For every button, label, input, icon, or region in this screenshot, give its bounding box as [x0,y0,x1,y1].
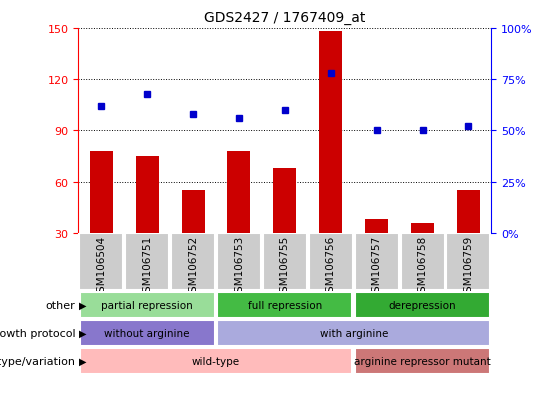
Bar [309,234,353,291]
Text: without arginine: without arginine [104,328,190,338]
Text: ▶: ▶ [79,328,87,338]
Text: genotype/variation: genotype/variation [0,356,76,366]
Bar [273,169,296,233]
Text: partial repression: partial repression [102,300,193,310]
Bar [401,234,444,291]
Bar [218,292,352,318]
Text: GSM106757: GSM106757 [372,235,382,298]
Bar [79,234,123,291]
Bar [171,234,215,291]
Text: with arginine: with arginine [320,328,388,338]
Text: derepression: derepression [389,300,456,310]
Text: GSM106752: GSM106752 [188,235,198,298]
Text: GSM106756: GSM106756 [326,235,336,298]
Text: GSM106759: GSM106759 [463,235,474,298]
Bar [80,292,214,318]
Text: GSM106758: GSM106758 [417,235,428,298]
Text: GSM106753: GSM106753 [234,235,244,298]
Bar [80,320,214,346]
Text: growth protocol: growth protocol [0,328,76,338]
Bar [355,234,399,291]
Bar [227,152,251,233]
Bar [263,234,307,291]
Bar [80,349,352,374]
Text: wild-type: wild-type [192,356,240,366]
Bar [90,152,113,233]
Text: ▶: ▶ [79,356,87,366]
Title: GDS2427 / 1767409_at: GDS2427 / 1767409_at [204,11,366,25]
Bar [136,157,159,233]
Bar [355,349,490,374]
Text: ▶: ▶ [79,300,87,310]
Bar [355,292,490,318]
Text: arginine repressor mutant: arginine repressor mutant [354,356,491,366]
Bar [447,234,490,291]
Bar [411,223,434,233]
Bar [217,234,261,291]
Bar [218,320,490,346]
Bar [125,234,169,291]
Bar [365,220,388,233]
Text: other: other [46,300,76,310]
Text: full repression: full repression [248,300,322,310]
Bar [181,191,205,233]
Text: GSM106755: GSM106755 [280,235,290,298]
Bar [457,191,480,233]
Text: GSM106504: GSM106504 [96,235,106,298]
Bar [319,32,342,233]
Text: GSM106751: GSM106751 [142,235,152,298]
